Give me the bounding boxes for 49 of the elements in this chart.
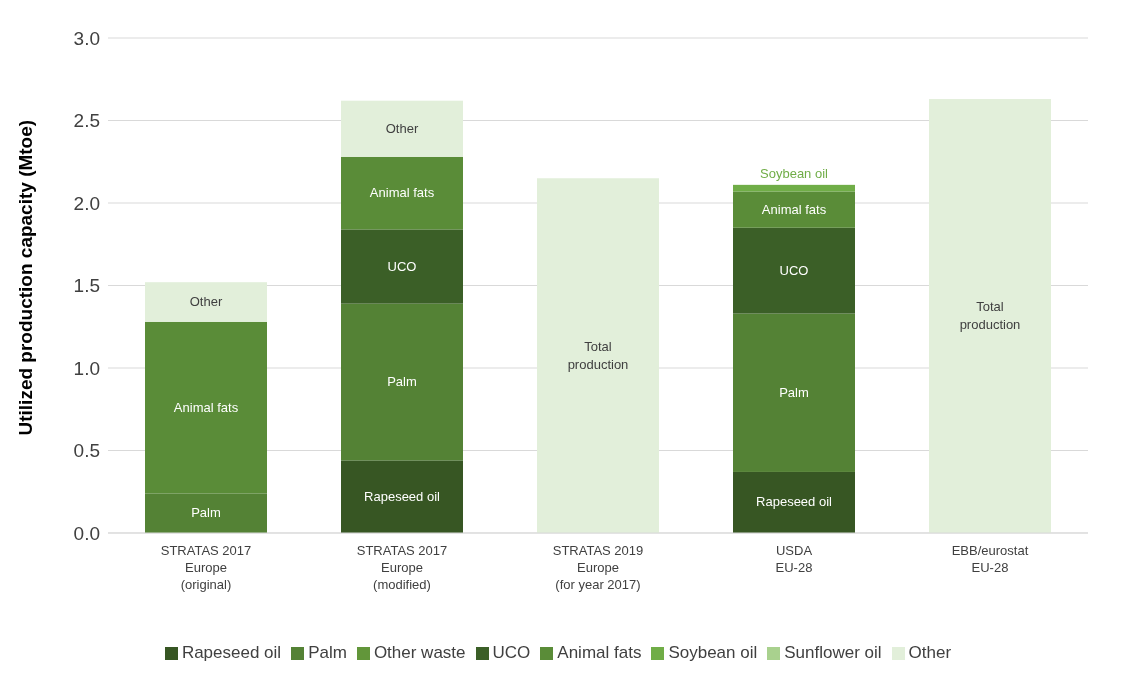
bar xyxy=(341,229,463,304)
legend-label: UCO xyxy=(492,643,531,662)
y-tick-label: 1.5 xyxy=(73,275,100,297)
bar xyxy=(341,100,463,157)
y-tick-label: 2.0 xyxy=(73,192,100,214)
x-tick-label: EBB/eurostat EU-28 xyxy=(951,543,1029,575)
bar xyxy=(145,282,267,322)
x-tick-label: STRATAS 2017 Europe (original) xyxy=(160,543,252,592)
data-label: Rapeseed oil xyxy=(364,488,441,504)
y-tick-label: 3.0 xyxy=(73,27,100,49)
y-tick-label: 0.0 xyxy=(73,522,100,544)
x-tick-label: USDA EU-28 xyxy=(775,543,813,575)
x-tick-label: STRATAS 2019 Europe (for year 2017) xyxy=(552,543,644,592)
bar xyxy=(733,471,855,533)
data-label: Palm xyxy=(387,374,417,390)
data-label: Palm xyxy=(779,384,809,400)
legend-label: Sunflower oil xyxy=(784,643,882,662)
bar xyxy=(341,156,463,230)
y-axis-title: Utilized production capacity (Mtoe) xyxy=(14,119,36,436)
legend-label: Other waste xyxy=(373,643,466,662)
data-label: Other xyxy=(189,294,223,309)
data-label: Total production xyxy=(959,299,1021,333)
legend-label: Palm xyxy=(308,643,347,662)
data-label: UCO xyxy=(779,262,809,278)
bar xyxy=(733,313,855,472)
data-label: Animal fats xyxy=(761,201,827,217)
data-label: Animal fats xyxy=(369,185,435,201)
y-tick-label: 1.0 xyxy=(73,357,100,379)
legend-label: Animal fats xyxy=(557,643,642,662)
y-tick-label: 2.5 xyxy=(73,110,100,132)
legend-label: Soybean oil xyxy=(668,643,758,662)
data-label: Soybean oil xyxy=(760,165,829,181)
data-label: UCO xyxy=(387,258,417,274)
data-label: Palm xyxy=(191,505,221,521)
x-tick-label: STRATAS 2017 Europe (modified) xyxy=(356,543,448,592)
data-label: Rapeseed oil xyxy=(756,494,833,510)
legend-label: Rapeseed oil xyxy=(181,643,282,662)
bar xyxy=(733,227,855,314)
bar xyxy=(537,178,659,533)
bar xyxy=(341,460,463,533)
bar xyxy=(929,99,1051,533)
data-label: Other xyxy=(385,120,419,136)
bar xyxy=(733,184,855,192)
data-label: Animal fats xyxy=(173,399,239,415)
bar xyxy=(733,191,855,228)
bar xyxy=(341,303,463,461)
data-label: Total production xyxy=(567,338,629,372)
y-tick-label: 0.5 xyxy=(73,440,100,462)
legend-label: Other xyxy=(908,643,952,662)
